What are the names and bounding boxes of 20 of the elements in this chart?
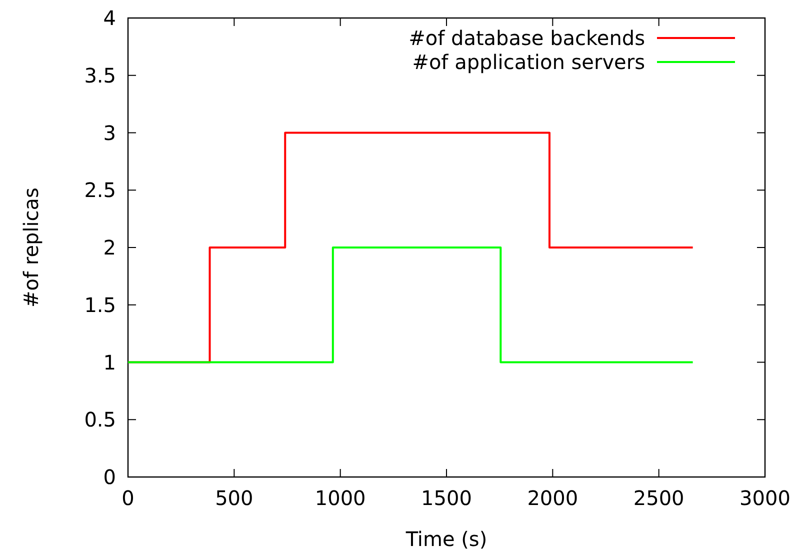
x-tick-label: 1500 — [421, 486, 472, 510]
legend-label: #of application servers — [412, 50, 645, 74]
y-tick-label: 2.5 — [84, 178, 116, 202]
y-axis-title: #of replicas — [19, 188, 43, 308]
x-tick-label: 1000 — [314, 486, 366, 510]
x-axis-title: Time (s) — [404, 527, 488, 551]
x-tick-label: 0 — [122, 486, 134, 510]
y-tick-label: 2 — [103, 236, 116, 260]
x-tick-label: 2500 — [633, 486, 684, 510]
y-tick-label: 4 — [103, 6, 116, 30]
y-tick-label: 3.5 — [84, 63, 116, 88]
y-tick-label: 0 — [103, 465, 116, 489]
x-tick-label: 500 — [215, 486, 254, 510]
y-tick-label: 3 — [103, 120, 116, 145]
y-tick-label: 0.5 — [84, 408, 116, 432]
y-tick-label: 1 — [103, 350, 116, 374]
x-tick-label: 3000 — [740, 486, 790, 510]
y-tick-label: 1.5 — [84, 292, 116, 317]
legend-label: #of database backends — [408, 26, 645, 50]
x-tick-label: 2000 — [527, 486, 578, 510]
